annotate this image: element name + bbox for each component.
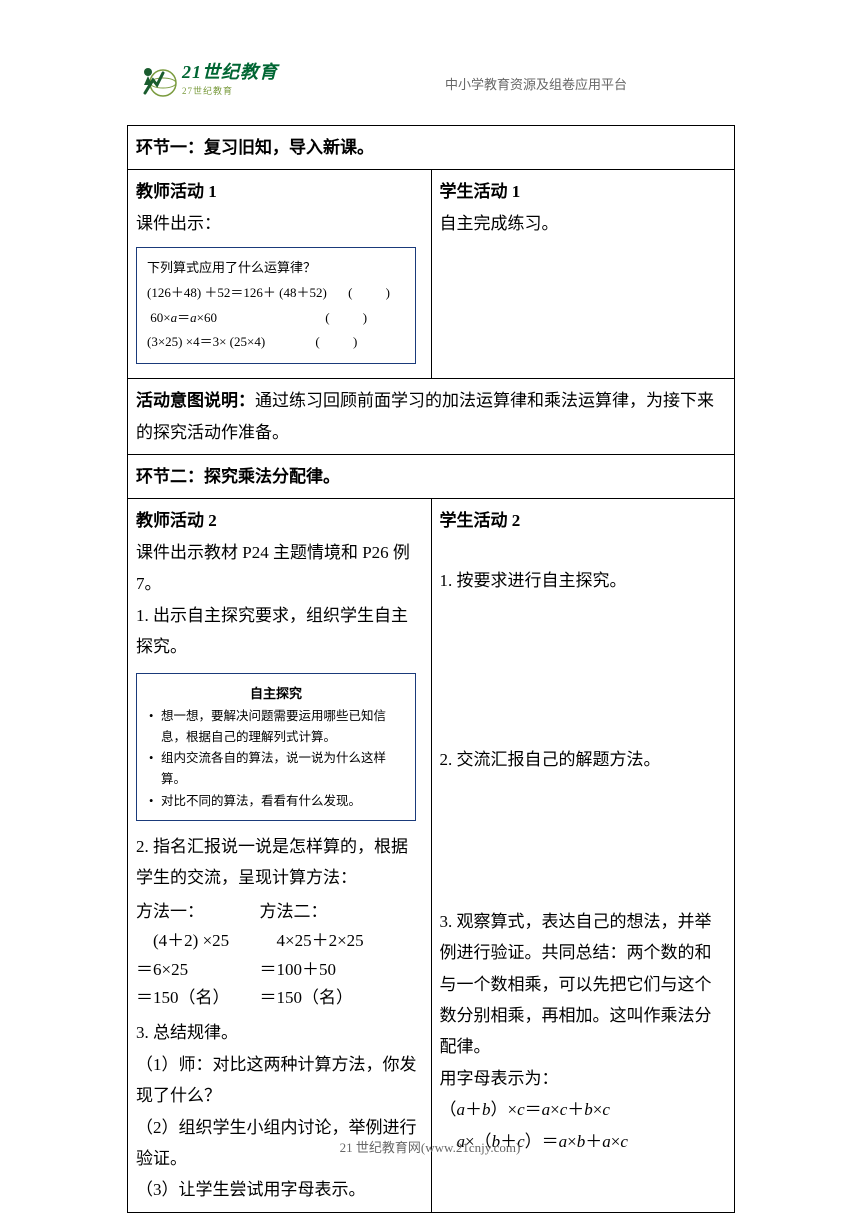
box-line-3: (3×25) ×4＝3× (25×4) ( )	[147, 330, 405, 355]
teacher-label-2: 教师活动 2	[136, 505, 423, 536]
teacher-p2: 2. 指名汇报说一说是怎样算的，根据学生的交流，呈现计算方法：	[136, 831, 423, 894]
footer-text: 21 世纪教育网(www.21cnjy.com)	[0, 1137, 860, 1156]
teacher-p3-3: （3）让学生尝试用字母表示。	[136, 1174, 423, 1205]
logo-main-text: 21世纪教育	[182, 58, 278, 84]
teacher-p1: 1. 出示自主探究要求，组织学生自主探究。	[136, 600, 423, 663]
student-p4: 用字母表示为：	[440, 1063, 727, 1094]
box2-li2: 组内交流各自的算法，说一说为什么这样算。	[161, 748, 405, 791]
student-p3: 3. 观察算式，表达自己的想法，并举例进行验证。共同总结：两个数的和与一个数相乘…	[440, 906, 727, 1063]
header-subtitle: 中小学教育资源及组卷应用平台	[445, 74, 627, 93]
intent-row: 活动意图说明：通过练习回顾前面学习的加法运算律和乘法运算律，为接下来的探究活动作…	[128, 379, 735, 455]
teacher-activity-1: 教师活动 1 课件出示： 下列算式应用了什么运算律？ (126＋48) ＋52＝…	[128, 170, 432, 379]
lesson-table: 环节一：复习旧知，导入新课。 教师活动 1 课件出示： 下列算式应用了什么运算律…	[127, 125, 735, 1213]
teacher-intro-1: 课件出示：	[136, 208, 423, 239]
student-label-2: 学生活动 2	[440, 505, 727, 536]
box2-title: 自主探究	[147, 682, 405, 706]
teacher-label-1: 教师活动 1	[136, 176, 423, 207]
section1-title: 环节一：复习旧知，导入新课。	[128, 126, 735, 170]
calc-methods: 方法一： (4＋2) ×25 ＝6×25 ＝150（名） 方法二： 4×25＋2…	[136, 898, 423, 1014]
student-text-1: 自主完成练习。	[440, 208, 727, 239]
student-p1: 1. 按要求进行自主探究。	[440, 565, 727, 596]
student-activity-2: 学生活动 2 1. 按要求进行自主探究。 2. 交流汇报自己的解题方法。 3. …	[431, 499, 735, 1213]
student-label-1: 学生活动 1	[440, 176, 727, 207]
formula-1: （a＋b）×c＝a×c＋b×c	[440, 1094, 727, 1125]
self-study-box: 自主探究 想一想，要解决问题需要运用哪些已知信息，根据自己的理解列式计算。 组内…	[136, 673, 416, 821]
exercise-box-1: 下列算式应用了什么运算律？ (126＋48) ＋52＝126＋ (48＋52) …	[136, 247, 416, 364]
box2-li3: 对比不同的算法，看看有什么发现。	[161, 791, 405, 812]
logo-url-text: 27世纪教育	[182, 84, 278, 97]
box-line-2: 60×a＝a×60 ( )	[147, 306, 405, 331]
student-p2: 2. 交流汇报自己的解题方法。	[440, 744, 727, 775]
method-1: 方法一： (4＋2) ×25 ＝6×25 ＝150（名）	[136, 898, 230, 1014]
box2-li1: 想一想，要解决问题需要运用哪些已知信息，根据自己的理解列式计算。	[161, 706, 405, 749]
intent-label: 活动意图说明：	[136, 391, 255, 410]
teacher-intro-2: 课件出示教材 P24 主题情境和 P26 例 7。	[136, 537, 423, 600]
teacher-p3: 3. 总结规律。	[136, 1017, 423, 1048]
student-activity-1: 学生活动 1 自主完成练习。	[431, 170, 735, 379]
logo-icon	[135, 55, 180, 100]
section2-title: 环节二：探究乘法分配律。	[128, 454, 735, 498]
teacher-p3-1: （1）师：对比这两种计算方法，你发现了什么？	[136, 1049, 423, 1112]
method-2: 方法二： 4×25＋2×25 ＝100＋50 ＝150（名）	[260, 898, 364, 1014]
box-question: 下列算式应用了什么运算律？	[147, 256, 405, 281]
teacher-activity-2: 教师活动 2 课件出示教材 P24 主题情境和 P26 例 7。 1. 出示自主…	[128, 499, 432, 1213]
box-line-1: (126＋48) ＋52＝126＋ (48＋52) ( )	[147, 281, 405, 306]
logo: 21世纪教育 27世纪教育	[135, 55, 278, 100]
